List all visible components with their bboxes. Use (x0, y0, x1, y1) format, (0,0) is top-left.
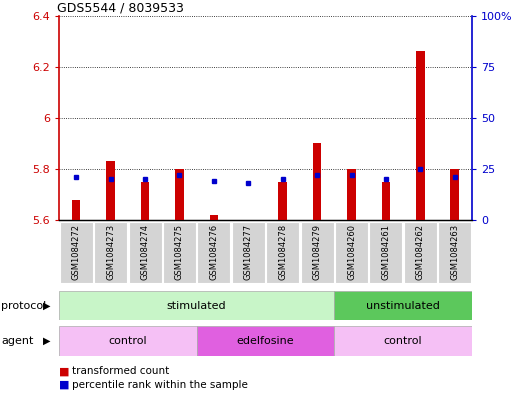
Text: GSM1084275: GSM1084275 (175, 224, 184, 280)
Bar (369, 222, 402, 283)
Text: GSM1084273: GSM1084273 (106, 224, 115, 280)
Text: GSM1084272: GSM1084272 (72, 224, 81, 280)
Bar (72, 200, 81, 220)
Text: GSM1084262: GSM1084262 (416, 224, 425, 280)
Text: GSM1084277: GSM1084277 (244, 224, 253, 280)
Bar (232, 222, 265, 283)
Text: stimulated: stimulated (167, 301, 226, 310)
Text: GSM1084279: GSM1084279 (312, 224, 322, 280)
Text: ▶: ▶ (43, 301, 50, 310)
Bar (175, 169, 184, 220)
Text: GSM1084278: GSM1084278 (278, 224, 287, 280)
Bar (450, 169, 459, 220)
Text: control: control (384, 336, 422, 346)
Bar (382, 182, 390, 220)
Text: percentile rank within the sample: percentile rank within the sample (72, 380, 248, 390)
Bar (334, 326, 472, 356)
Text: GSM1084261: GSM1084261 (382, 224, 390, 280)
Bar (279, 182, 287, 220)
Text: edelfosine: edelfosine (236, 336, 294, 346)
Text: GDS5544 / 8039533: GDS5544 / 8039533 (57, 2, 184, 15)
Text: GSM1084274: GSM1084274 (141, 224, 149, 280)
Text: ■: ■ (59, 366, 73, 376)
Text: GSM1084263: GSM1084263 (450, 224, 459, 280)
Text: protocol: protocol (1, 301, 46, 310)
Bar (301, 222, 333, 283)
Bar (334, 291, 472, 320)
Text: ▶: ▶ (43, 336, 50, 346)
Text: control: control (109, 336, 147, 346)
Bar (347, 169, 356, 220)
Text: GSM1084276: GSM1084276 (209, 224, 219, 280)
Bar (210, 215, 218, 220)
Bar (416, 51, 425, 220)
Bar (163, 222, 196, 283)
Text: ■: ■ (59, 380, 73, 390)
Text: agent: agent (1, 336, 33, 346)
Text: unstimulated: unstimulated (366, 301, 440, 310)
Bar (266, 222, 299, 283)
Bar (196, 326, 334, 356)
Bar (59, 326, 196, 356)
Bar (106, 161, 115, 220)
Bar (141, 182, 149, 220)
Bar (198, 222, 230, 283)
Bar (404, 222, 437, 283)
Bar (59, 291, 334, 320)
Bar (335, 222, 368, 283)
Text: transformed count: transformed count (72, 366, 169, 376)
Bar (313, 143, 321, 220)
Bar (129, 222, 162, 283)
Bar (438, 222, 471, 283)
Bar (60, 222, 93, 283)
Text: GSM1084260: GSM1084260 (347, 224, 356, 280)
Bar (94, 222, 127, 283)
